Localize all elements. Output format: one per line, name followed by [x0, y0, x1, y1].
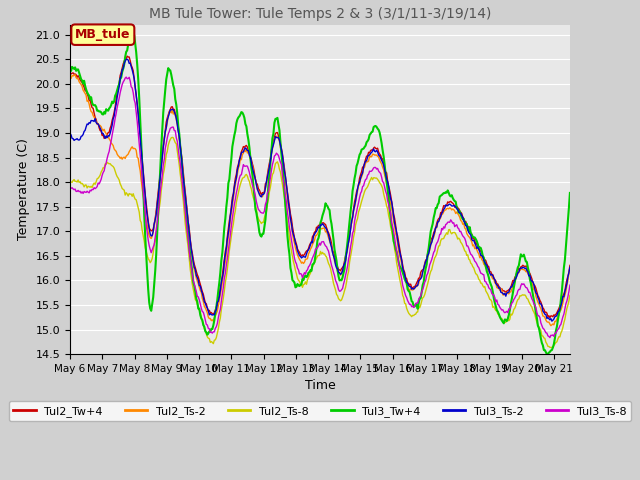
Tul3_Ts-8 [305, 264, 312, 270]
Line: Tul3_Tw+4: Tul3_Tw+4 [70, 34, 570, 354]
Tul3_Ts-8 [477, 270, 484, 276]
Tul3_Tw+4 [365, 136, 372, 142]
Tul3_Ts-8 [365, 171, 372, 177]
Tul2_Ts-8 [338, 297, 346, 303]
Tul2_Ts-2 [67, 75, 74, 81]
Tul2_Tw+4 [546, 315, 554, 321]
Tul2_Ts-8 [477, 280, 484, 286]
Tul2_Ts-2 [305, 251, 312, 257]
Tul2_Tw+4 [566, 263, 573, 268]
Line: Tul3_Ts-2: Tul3_Ts-2 [70, 59, 570, 321]
Tul3_Tw+4 [543, 351, 550, 357]
Tul3_Ts-2 [566, 264, 573, 270]
Tul2_Tw+4 [308, 240, 316, 245]
Tul2_Tw+4 [67, 70, 74, 75]
Tul3_Tw+4 [477, 245, 484, 251]
Tul2_Ts-8 [556, 334, 564, 340]
Tul2_Ts-8 [566, 292, 573, 298]
Tul2_Ts-2 [71, 72, 79, 78]
Line: Tul2_Ts-2: Tul2_Ts-2 [70, 75, 570, 325]
Tul3_Ts-8 [546, 335, 554, 340]
Tul3_Ts-8 [67, 184, 74, 190]
Tul3_Tw+4 [308, 268, 316, 274]
Tul3_Tw+4 [566, 190, 573, 196]
Tul2_Ts-2 [547, 323, 555, 328]
Tul3_Ts-2 [548, 318, 556, 324]
X-axis label: Time: Time [305, 379, 335, 392]
Tul3_Ts-2 [338, 271, 346, 276]
Tul3_Ts-2 [67, 130, 74, 136]
Tul3_Ts-2 [365, 152, 372, 158]
Tul3_Ts-8 [566, 282, 573, 288]
Tul2_Ts-2 [556, 308, 564, 313]
Tul2_Tw+4 [124, 53, 131, 59]
Y-axis label: Temperature (C): Temperature (C) [17, 139, 30, 240]
Tul2_Ts-2 [308, 244, 316, 250]
Tul2_Tw+4 [305, 246, 312, 252]
Tul2_Ts-2 [365, 158, 372, 164]
Tul2_Ts-8 [168, 134, 176, 140]
Tul2_Tw+4 [556, 303, 564, 309]
Tul2_Tw+4 [365, 149, 372, 155]
Tul2_Ts-2 [477, 253, 484, 259]
Tul2_Ts-8 [67, 179, 74, 185]
Tul2_Ts-8 [365, 181, 372, 187]
Tul2_Ts-8 [308, 267, 316, 273]
Line: Tul2_Ts-8: Tul2_Ts-8 [70, 137, 570, 348]
Tul3_Ts-2 [556, 306, 564, 312]
Line: Tul2_Tw+4: Tul2_Tw+4 [70, 56, 570, 318]
Tul3_Ts-8 [556, 323, 564, 329]
Tul3_Tw+4 [129, 31, 136, 36]
Title: MB Tule Tower: Tule Temps 2 & 3 (3/1/11-3/19/14): MB Tule Tower: Tule Temps 2 & 3 (3/1/11-… [149, 7, 491, 21]
Tul2_Ts-2 [338, 270, 346, 276]
Line: Tul3_Ts-8: Tul3_Ts-8 [70, 77, 570, 337]
Tul3_Ts-2 [308, 239, 316, 244]
Text: MB_tule: MB_tule [75, 28, 131, 41]
Tul3_Tw+4 [338, 277, 346, 283]
Tul3_Ts-8 [308, 258, 316, 264]
Tul3_Ts-2 [124, 56, 131, 62]
Tul3_Ts-2 [305, 247, 312, 252]
Tul2_Tw+4 [477, 248, 484, 254]
Tul3_Ts-2 [477, 252, 484, 258]
Tul3_Tw+4 [67, 64, 74, 70]
Tul2_Tw+4 [338, 266, 346, 272]
Tul2_Ts-8 [305, 275, 312, 280]
Tul3_Ts-8 [338, 287, 346, 293]
Tul2_Ts-2 [566, 267, 573, 273]
Legend: Tul2_Tw+4, Tul2_Ts-2, Tul2_Ts-8, Tul3_Tw+4, Tul3_Ts-2, Tul3_Ts-8: Tul2_Tw+4, Tul2_Ts-2, Tul2_Ts-8, Tul3_Tw… [9, 401, 631, 421]
Tul2_Ts-8 [549, 345, 557, 350]
Tul3_Tw+4 [305, 270, 312, 276]
Tul3_Tw+4 [556, 307, 564, 313]
Tul3_Ts-8 [122, 74, 130, 80]
